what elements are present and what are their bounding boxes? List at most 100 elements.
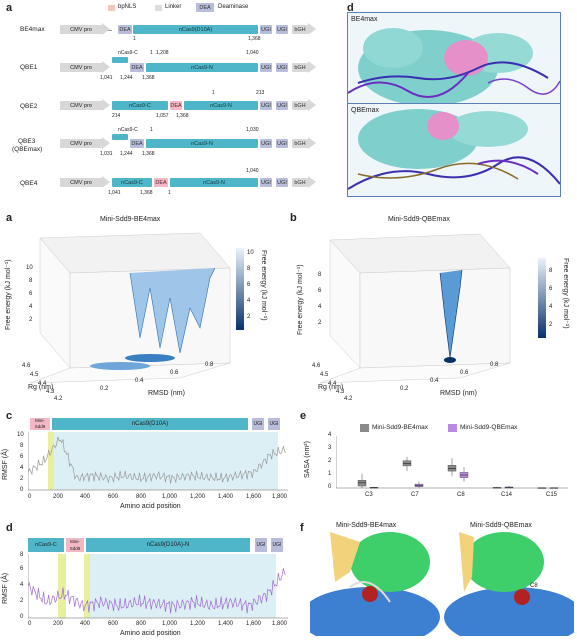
dea-segment: DEA <box>154 178 168 187</box>
rmsf-c-ylabel: RMSF (Å) <box>2 448 9 480</box>
rmsf-c-plot <box>28 432 288 491</box>
bgh-arrow <box>308 99 316 111</box>
fel-a-cbar-label: Free energy (kJ mol⁻¹) <box>260 250 267 321</box>
fel-b-ylabel: Rg (nm) <box>318 384 344 391</box>
rmsf-d-xtick: 1,800 <box>272 621 288 627</box>
rmsf-d-xtick: 1,000 <box>162 621 178 627</box>
rmsf-d-xtick: 1,200 <box>190 621 206 627</box>
ncas9-c-segment <box>112 57 128 63</box>
rmsf-c-ytick: 8 <box>20 443 24 449</box>
mol-f-right <box>444 532 574 636</box>
cmv-pro: CMV pro <box>60 139 102 148</box>
fel-a-ztick: 2 <box>29 317 33 323</box>
rmsf-d-ytick: 2 <box>20 598 24 604</box>
panel-letter-a-mid: a <box>6 212 13 224</box>
ugi-segment: UGI <box>260 63 272 72</box>
sasa-cat: C8 <box>457 492 465 498</box>
mol-be4max-render <box>348 28 560 103</box>
fel-a-ztick: 8 <box>29 278 33 284</box>
sasa-cat: C3 <box>365 492 373 498</box>
fel-a-colorbar <box>236 248 244 330</box>
pos-label: 1,244 <box>120 75 133 81</box>
rmsf-d-xtick: 1,600 <box>246 621 262 627</box>
fel-b-rmsdtick: 0.8 <box>490 362 499 368</box>
cmv-pro: CMV pro <box>60 178 102 187</box>
dea-segment: DEA <box>130 139 144 148</box>
rmsf-c-ytick: 0 <box>20 487 24 493</box>
domain-mini-line1: Mini- <box>70 539 80 544</box>
rmsf-c-xtick: 1,600 <box>246 494 262 500</box>
ugi-segment: UGI <box>276 63 288 72</box>
sasa-ytick: 2 <box>328 458 332 464</box>
rmsf-d-ytick: 4 <box>20 582 24 588</box>
linker-swatch <box>155 5 162 11</box>
bpnls-label: bpNLS <box>118 4 137 10</box>
box-Mini-Sdd9-BE4max-C8 <box>447 465 457 472</box>
pos-label: nCas9-C <box>118 127 138 133</box>
fel-a-rmsdtick: 0.8 <box>205 362 214 368</box>
pro-arrow <box>102 61 110 73</box>
fel-b-title: Mini-Sdd9-QBEmax <box>388 216 450 223</box>
ncas9-c-segment <box>112 134 128 140</box>
fel-b-ztick: 8 <box>318 272 322 278</box>
fel-a-rgtick: 4.2 <box>54 396 63 402</box>
construct-name: QBE1 <box>20 64 38 71</box>
dea-swatch: DEA <box>196 3 214 12</box>
sasa-cat: C14 <box>501 492 513 498</box>
ncas9-n-segment: nCas9-N <box>146 139 258 148</box>
domain-ugi: UGI <box>252 418 264 430</box>
domain-mini-sdd9: Mini- Sdd9 <box>66 538 84 552</box>
mol-top-label: BE4max <box>351 16 378 23</box>
pos-label: 1,208 <box>156 50 169 56</box>
rmsf-d-xtick: 1,400 <box>218 621 234 627</box>
rmsf-d-xtick: 200 <box>53 621 64 627</box>
bgh-arrow <box>308 137 316 149</box>
fel-a-cbartick: 4 <box>247 298 251 304</box>
fel-b-ztick: 2 <box>318 320 322 326</box>
fel-b-rgtick: 4.6 <box>312 363 321 369</box>
panel-letter-e: e <box>300 410 307 422</box>
fel-b-cbartick: 2 <box>549 322 553 328</box>
fel-a-cbartick: 8 <box>247 266 251 272</box>
rmsf-c-ytick: 10 <box>17 432 24 438</box>
linker-label: Linker <box>165 4 182 10</box>
pro-arrow <box>102 176 110 188</box>
panel-letter-f: f <box>300 522 304 534</box>
rmsf-c-series <box>28 436 287 484</box>
domain-ugi: UGI <box>255 538 267 552</box>
cmv-pro: CMV pro <box>60 101 102 110</box>
panel-letter-c: c <box>6 410 13 422</box>
fel-a-cbartick: 6 <box>247 282 251 288</box>
fel-b-rmsdtick: 0.2 <box>400 386 409 392</box>
rmsf-d-ytick: 0 <box>20 614 24 620</box>
domain-mini-line2: Sdd9 <box>69 546 81 551</box>
fel-a-rgtick: 4.5 <box>30 372 39 378</box>
fel-b-xlabel: RMSD (nm) <box>440 390 477 397</box>
domain-ugi: UGI <box>271 538 283 552</box>
rmsf-d-ylabel: RMSF (Å) <box>2 572 9 604</box>
sasa-ytick: 0 <box>328 484 332 490</box>
pos-label: 1 <box>150 127 153 133</box>
ncas9-c-segment: nCas9-C <box>112 178 152 187</box>
bgh-arrow <box>308 176 316 188</box>
fel-b-rmsdtick: 0.4 <box>430 378 439 384</box>
ncas9-n-segment: nCas9-N <box>184 101 258 110</box>
mol-f-right-title: Mini-Sdd9-QBEmax <box>470 522 532 529</box>
fel-a-rmsdtick: 0.2 <box>100 386 109 392</box>
ugi-segment: UGI <box>260 178 272 187</box>
fel-b-rgtick: 4.3 <box>336 389 345 395</box>
ncas9-n-segment: nCas9-N <box>146 63 258 72</box>
pos-label: nCas9-C <box>118 50 138 56</box>
pos-label: 1,368 <box>248 36 261 42</box>
panel-letter-a-top: a <box>6 2 13 14</box>
ugi-segment: UGI <box>260 139 272 148</box>
rmsf-d-xtick: 0 <box>28 621 32 627</box>
fel-b-cbartick: 6 <box>549 286 553 292</box>
rmsf-d-ytick: 8 <box>20 552 24 558</box>
fel-a-cbartick: 2 <box>247 314 251 320</box>
pos-label: 1,057 <box>156 113 169 119</box>
sasa-ylabel: SASA (nm²) <box>304 441 311 478</box>
fel-a-ztick: 4 <box>29 304 33 310</box>
rmsf-c-xtick: 600 <box>108 494 119 500</box>
fel-b-cbartick: 4 <box>549 304 553 310</box>
